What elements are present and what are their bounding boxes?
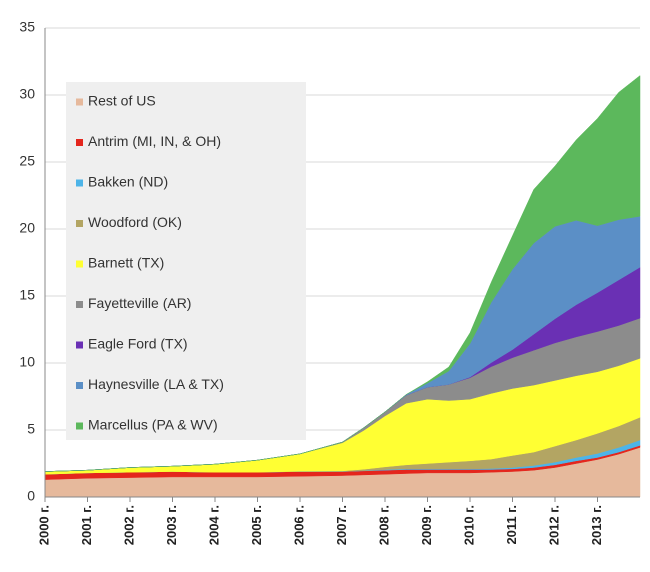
legend-label: Marcellus (PA & WV) — [88, 417, 218, 433]
x-tick-label: 2012 г. — [546, 505, 561, 545]
legend-label: Eagle Ford (TX) — [88, 336, 188, 352]
legend-marker — [76, 179, 83, 187]
y-tick-label: 15 — [19, 287, 35, 303]
legend-marker — [76, 301, 83, 308]
x-tick-label: 2003 г. — [164, 505, 179, 545]
legend-marker — [76, 139, 83, 146]
x-tick-label: 2008 г. — [376, 505, 391, 545]
x-tick-label: 2007 г. — [334, 505, 349, 545]
legend-marker — [76, 98, 83, 106]
legend-label: Antrim (MI, IN, & OH) — [88, 133, 221, 149]
legend-label: Woodford (OK) — [88, 214, 182, 230]
legend-label: Rest of US — [88, 93, 156, 109]
y-tick-label: 35 — [19, 19, 35, 35]
x-tick-label: 2004 г. — [206, 505, 221, 545]
x-tick-label: 2013 г. — [589, 505, 604, 545]
legend-marker — [76, 382, 83, 389]
y-tick-label: 20 — [19, 220, 35, 236]
y-tick-label: 0 — [27, 488, 35, 504]
legend-marker — [76, 220, 83, 227]
y-tick-label: 25 — [19, 153, 35, 169]
area — [44, 75, 641, 472]
legend-marker — [76, 422, 83, 430]
legend-label: Fayetteville (AR) — [88, 295, 191, 311]
x-tick-label: 2009 г. — [419, 505, 434, 545]
x-tick-label: 2006 г. — [291, 505, 306, 545]
legend-box — [66, 82, 306, 440]
legend-label: Barnett (TX) — [88, 255, 164, 271]
legend-label: Haynesville (LA & TX) — [88, 376, 224, 392]
y-tick-label: 5 — [27, 421, 35, 437]
x-tick-label: 2011 г. — [504, 505, 519, 545]
y-tick-label: 10 — [19, 354, 35, 370]
x-tick-label: 2002 г. — [121, 505, 136, 545]
x-tick-label: 2010 г. — [461, 505, 476, 545]
legend-marker — [76, 341, 83, 349]
x-tick-label: 2001 г. — [79, 505, 94, 545]
x-tick-label: 2005 г. — [249, 505, 264, 545]
legend: Rest of US Antrim (MI, IN, & OH) Bakken (N… — [66, 82, 306, 440]
legend-marker — [76, 260, 83, 268]
x-tick-label: 2000 г. — [36, 505, 51, 545]
y-tick-label: 30 — [19, 86, 35, 102]
legend-label: Bakken (ND) — [88, 174, 168, 190]
